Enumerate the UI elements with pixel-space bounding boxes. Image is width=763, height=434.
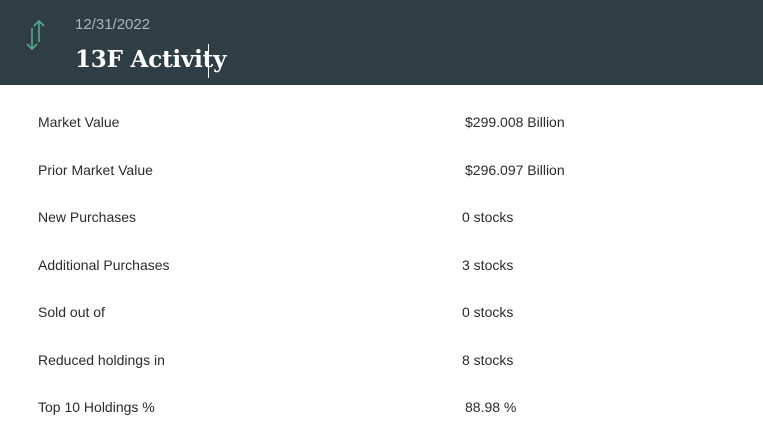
row-prior-market-value: Prior Market Value $296.097 Billion	[0, 133, 763, 181]
row-new-purchases: New Purchases 0 stocks	[0, 180, 763, 228]
report-date: 12/31/2022	[75, 16, 151, 33]
row-value: 8 stocks	[462, 351, 514, 368]
row-reduced-holdings: Reduced holdings in 8 stocks	[0, 323, 763, 371]
page-title: 13F Activity	[75, 46, 227, 73]
row-value: $299.008 Billion	[465, 114, 565, 130]
row-label: Reduced holdings in	[38, 351, 165, 368]
row-additional-purchases: Additional Purchases 3 stocks	[0, 228, 763, 276]
row-value: 0 stocks	[462, 304, 514, 320]
row-label: Top 10 Holdings %	[38, 399, 155, 415]
header-bar: 12/31/2022 13F Activity	[0, 0, 763, 85]
row-market-value: Market Value $299.008 Billion	[0, 85, 763, 133]
activity-summary-list: Market Value $299.008 Billion Prior Mark…	[0, 85, 763, 418]
row-label: New Purchases	[38, 209, 137, 225]
row-value: 0 stocks	[462, 209, 514, 225]
row-label: Sold out of	[38, 304, 105, 320]
text-cursor	[208, 44, 209, 78]
row-value: $296.097 Billion	[465, 161, 565, 178]
row-label: Market Value	[38, 114, 120, 130]
up-down-arrows-icon	[22, 18, 48, 52]
row-top-10-holdings: Top 10 Holdings % 88.98 %	[0, 370, 763, 418]
row-value: 3 stocks	[462, 256, 514, 273]
row-label: Prior Market Value	[38, 161, 153, 178]
row-label: Additional Purchases	[38, 256, 170, 273]
row-sold-out-of: Sold out of 0 stocks	[0, 275, 763, 323]
row-value: 88.98 %	[465, 399, 517, 415]
